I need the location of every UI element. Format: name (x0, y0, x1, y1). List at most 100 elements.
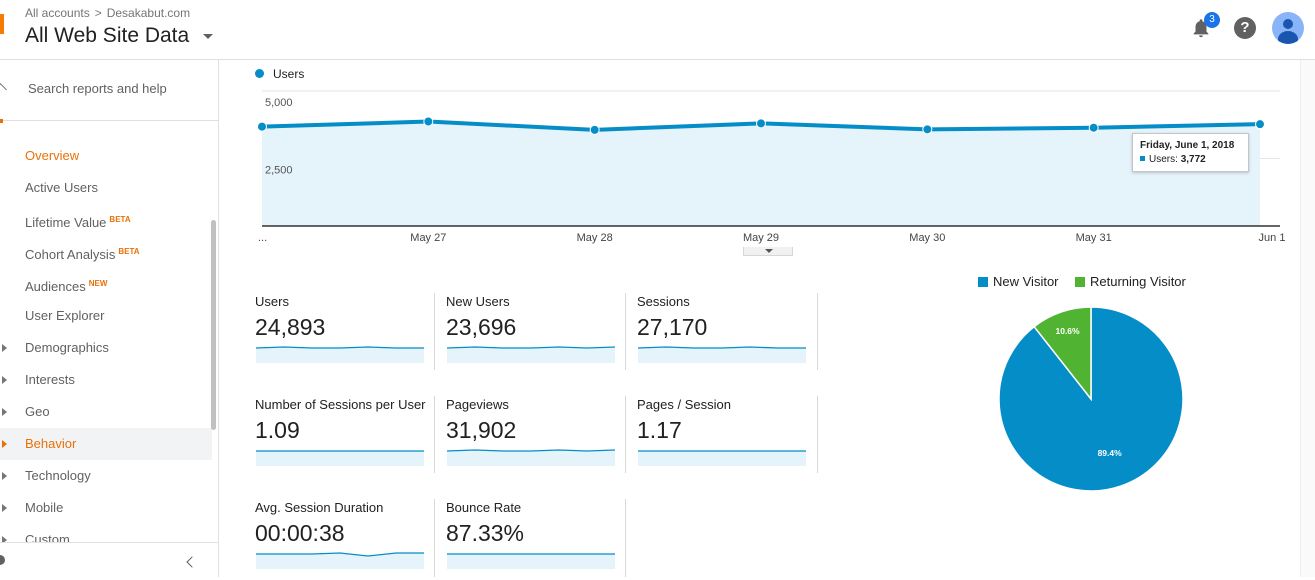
sidebar-item-label: Technology (25, 468, 91, 483)
sparkline-line (638, 346, 806, 349)
users-data-point[interactable] (1088, 122, 1099, 133)
caret-down-icon[interactable] (203, 34, 213, 39)
sidebar-item-label: Interests (25, 372, 75, 387)
metric-divider (625, 396, 626, 473)
expand-arrow-icon[interactable] (2, 536, 7, 544)
expand-arrow-icon[interactable] (2, 376, 7, 384)
sidebar-item-technology[interactable]: Technology (0, 460, 212, 492)
pie-legend-new: New Visitor (978, 274, 1059, 289)
sidebar-item-label: Cohort Analysis (25, 247, 116, 262)
users-data-point[interactable] (423, 116, 434, 127)
notification-badge: 3 (1204, 12, 1220, 28)
metric-sparkline (447, 553, 615, 569)
sidebar-item-lifetime-value[interactable]: Lifetime Value BETA (0, 204, 212, 236)
metric-value: 1.09 (255, 417, 300, 443)
sidebar: Search reports and help Overview Active … (0, 60, 219, 578)
pie-slice-returning-visitor[interactable] (1033, 306, 1092, 402)
pie-legend-label: Returning Visitor (1090, 274, 1186, 289)
sidebar-item-label: Demographics (25, 340, 109, 355)
expand-arrow-icon[interactable] (2, 472, 7, 480)
metric-sparkline (638, 346, 806, 363)
sidebar-item-mobile[interactable]: Mobile (0, 492, 212, 524)
metric-label: Pages / Session (637, 397, 731, 412)
expand-arrow-icon[interactable] (2, 408, 7, 416)
sparkline-fill (256, 451, 424, 466)
search-bar[interactable]: Search reports and help (0, 60, 218, 121)
sidebar-item-label: Behavior (25, 436, 77, 451)
analytics-logo[interactable] (0, 14, 4, 34)
x-tick-label: Jun 1 (1259, 232, 1285, 244)
metric-tile[interactable]: Users 24,893 (255, 294, 433, 374)
search-input[interactable]: Search reports and help (28, 81, 167, 96)
metric-tile[interactable]: Bounce Rate 87.33% (446, 500, 624, 580)
metric-tile[interactable]: Avg. Session Duration 00:00:38 (255, 500, 433, 580)
metric-divider (625, 293, 626, 370)
new-tag: NEW (88, 279, 108, 288)
users-data-point[interactable] (1255, 119, 1265, 130)
users-data-point[interactable] (922, 124, 933, 135)
sidebar-scrollbar[interactable] (211, 220, 216, 430)
metric-tile[interactable]: Number of Sessions per User 1.09 (255, 397, 433, 477)
sparkline-fill (638, 347, 806, 363)
sidebar-item-geo[interactable]: Geo (0, 396, 212, 428)
pie-data-label: 89.4% (1098, 448, 1123, 458)
page-scrollbar[interactable] (1300, 60, 1315, 577)
visitor-pie-chart: 89.4% 10.6% (998, 306, 1184, 492)
collapse-sidebar-chevron-icon[interactable] (186, 556, 198, 568)
chart-collapse-handle[interactable] (743, 247, 793, 256)
metric-tile[interactable]: New Users 23,696 (446, 294, 624, 374)
sparkline-line (256, 346, 424, 349)
pie-data-label: 10.6% (1055, 326, 1080, 336)
sidebar-item-interests[interactable]: Interests (0, 364, 212, 396)
metric-sparkline (638, 450, 806, 466)
section-marker (0, 119, 3, 123)
view-selector[interactable]: All Web Site Data (25, 24, 190, 47)
sidebar-item-demographics[interactable]: Demographics (0, 332, 212, 364)
metric-label: Sessions (637, 294, 690, 309)
breadcrumb-all-accounts[interactable]: All accounts (25, 6, 90, 20)
metric-divider (625, 499, 626, 577)
metric-label: Pageviews (446, 397, 509, 412)
metric-sparkline (447, 449, 616, 466)
sidebar-item-audiences[interactable]: Audiences NEW (0, 268, 212, 300)
sidebar-item-overview[interactable]: Overview (0, 140, 212, 172)
metric-label: Users (255, 294, 289, 309)
metric-label: New Users (446, 294, 510, 309)
metric-tile[interactable]: Pageviews 31,902 (446, 397, 624, 477)
metric-value: 27,170 (637, 314, 708, 340)
metric-label: Number of Sessions per User (255, 397, 426, 412)
sidebar-item-cohort-analysis[interactable]: Cohort Analysis BETA (0, 236, 212, 268)
tooltip-value: 3,772 (1180, 154, 1206, 165)
expand-arrow-icon[interactable] (2, 344, 7, 352)
avatar-body (1278, 31, 1298, 44)
metric-divider (434, 293, 435, 370)
metric-tile[interactable]: Sessions 27,170 (637, 294, 815, 374)
tooltip-date: Friday, June 1, 2018 (1140, 140, 1235, 151)
metric-sparkline (256, 346, 424, 363)
help-icon[interactable]: ? (1234, 17, 1256, 39)
breadcrumb-account[interactable]: Desakabut.com (106, 6, 191, 20)
x-tick-label: May 29 (743, 232, 779, 244)
sidebar-item-user-explorer[interactable]: User Explorer (0, 300, 212, 332)
users-data-point[interactable] (257, 121, 267, 132)
metric-sparkline (256, 450, 424, 466)
y-tick-label: 2,500 (265, 165, 293, 177)
avatar-head (1283, 19, 1293, 29)
sidebar-item-label: User Explorer (25, 308, 105, 323)
tooltip-label: Users: (1149, 154, 1178, 165)
sidebar-item-behavior[interactable]: Behavior (0, 428, 212, 460)
sidebar-item-label: Overview (25, 148, 80, 163)
x-tick-label: May 30 (909, 232, 945, 244)
metric-value: 00:00:38 (255, 520, 345, 546)
expand-arrow-icon[interactable] (2, 440, 7, 448)
settings-gear-icon[interactable] (0, 555, 5, 565)
users-data-point[interactable] (589, 124, 600, 135)
metric-divider (434, 396, 435, 473)
collapse-up-icon[interactable] (0, 83, 7, 96)
sidebar-item-active-users[interactable]: Active Users (0, 172, 212, 204)
account-avatar[interactable] (1272, 12, 1304, 44)
expand-arrow-icon[interactable] (2, 504, 7, 512)
sparkline-fill (256, 553, 424, 569)
metric-tile[interactable]: Pages / Session 1.17 (637, 397, 815, 477)
users-data-point[interactable] (756, 118, 766, 129)
